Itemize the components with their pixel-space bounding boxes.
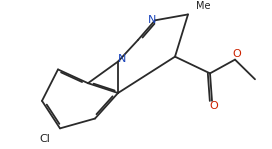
- Text: Cl: Cl: [40, 134, 51, 144]
- Text: N: N: [148, 15, 156, 25]
- Text: O: O: [209, 101, 218, 111]
- Text: O: O: [232, 49, 241, 59]
- Text: Me: Me: [196, 1, 211, 11]
- Text: N: N: [118, 54, 126, 64]
